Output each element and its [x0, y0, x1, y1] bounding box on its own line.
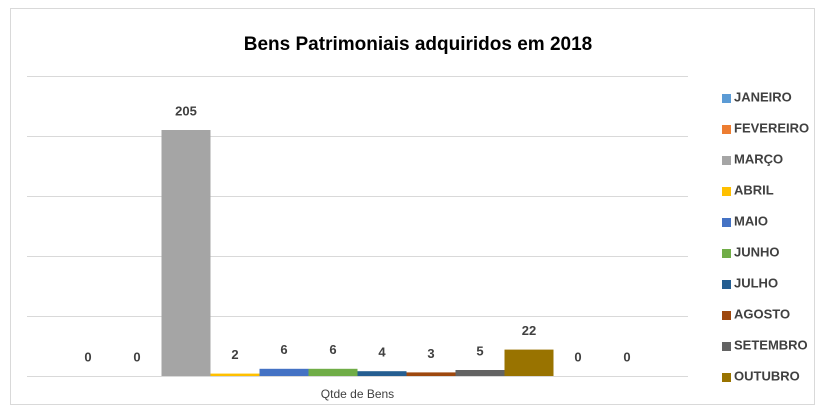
data-label: 5: [476, 343, 483, 358]
legend-swatch: [722, 218, 731, 227]
legend-label: FEVEREIRO: [734, 120, 809, 135]
data-label: 0: [623, 349, 630, 364]
legend-label: AGOSTO: [734, 306, 790, 321]
data-label: 6: [329, 342, 336, 357]
data-label: 205: [175, 103, 197, 118]
legend-swatch: [722, 373, 731, 382]
legend-label: MARÇO: [734, 151, 783, 166]
legend-swatch: [722, 249, 731, 258]
legend-label: JUNHO: [734, 244, 780, 259]
data-label: 22: [522, 323, 536, 338]
legend-label: OUTUBRO: [734, 368, 800, 383]
legend-swatch: [722, 342, 731, 351]
legend-swatch: [722, 280, 731, 289]
bar: [455, 370, 505, 376]
bar: [357, 371, 407, 376]
data-label: 0: [84, 349, 91, 364]
data-label: 3: [427, 346, 434, 361]
legend-swatch: [722, 94, 731, 103]
bar: [259, 368, 309, 376]
bar: [308, 368, 358, 376]
data-label: 4: [378, 345, 386, 360]
data-label: 0: [574, 349, 581, 364]
legend-swatch: [722, 311, 731, 320]
bar: [161, 130, 211, 376]
legend-label: ABRIL: [734, 182, 774, 197]
legend-label: JANEIRO: [734, 89, 792, 104]
legend-label: JULHO: [734, 275, 778, 290]
legend-swatch: [722, 125, 731, 134]
data-label: 2: [231, 347, 238, 362]
x-tick-label: Qtde de Bens: [321, 387, 394, 401]
chart-border: [10, 8, 815, 405]
bar: [210, 373, 260, 376]
bar: [504, 349, 554, 376]
data-label: 0: [133, 349, 140, 364]
bar: [406, 372, 456, 376]
data-label: 6: [280, 342, 287, 357]
legend-swatch: [722, 156, 731, 165]
legend-swatch: [722, 187, 731, 196]
legend-label: SETEMBRO: [734, 337, 808, 352]
legend-label: MAIO: [734, 213, 768, 228]
chart-title: Bens Patrimoniais adquiridos em 2018: [244, 34, 592, 55]
